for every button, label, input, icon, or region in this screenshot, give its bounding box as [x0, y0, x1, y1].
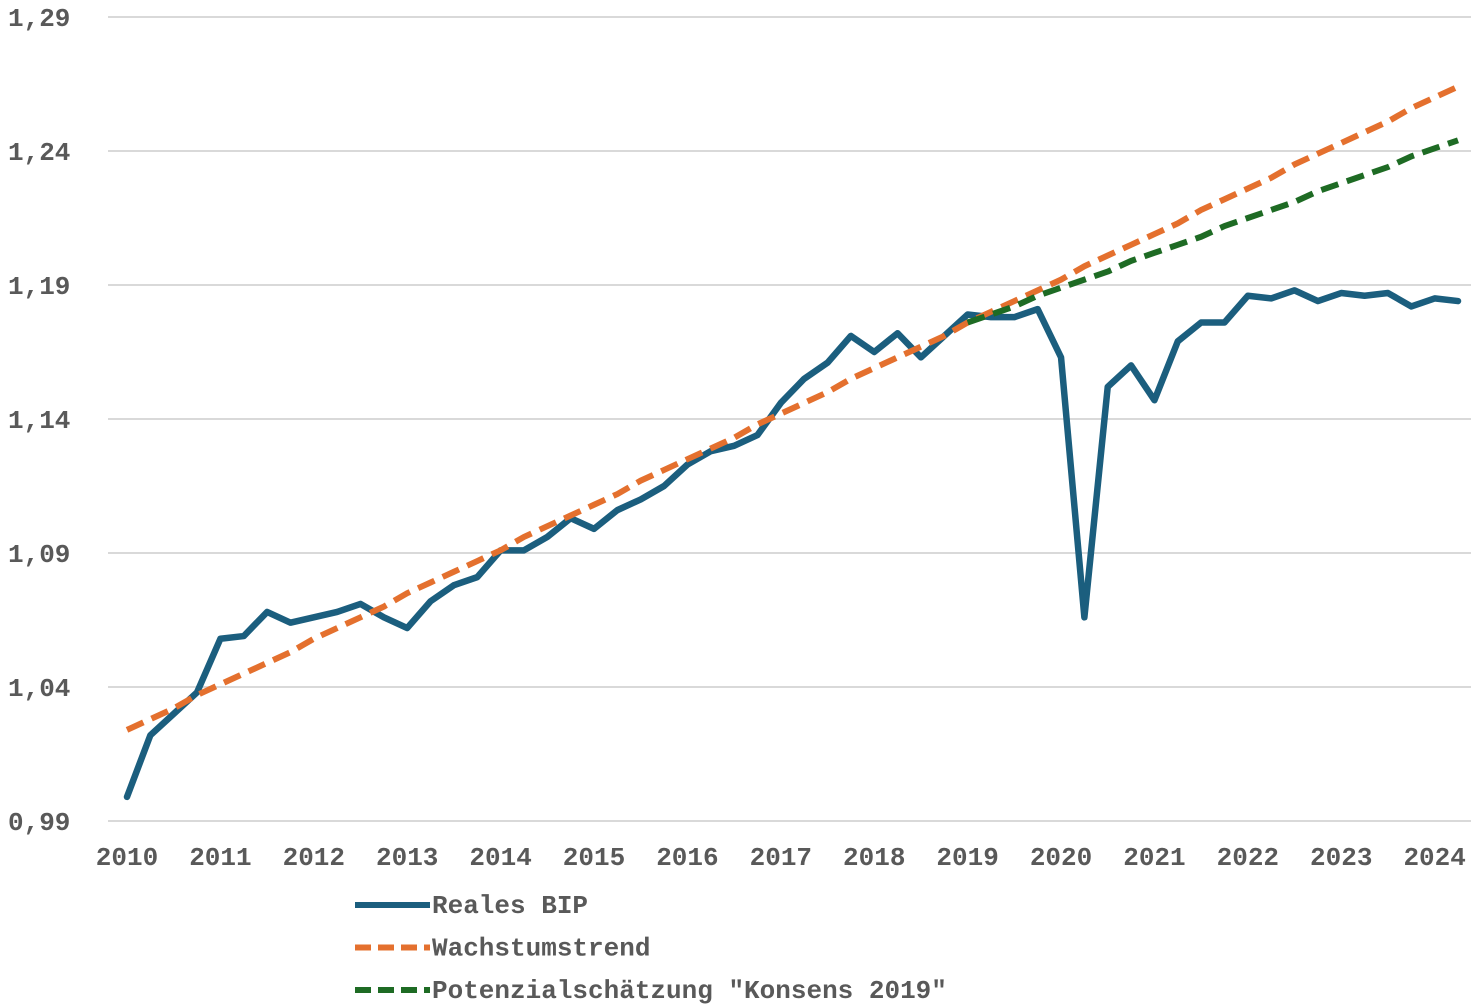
x-tick-label: 2018: [843, 843, 905, 873]
x-tick-label: 2014: [469, 843, 531, 873]
y-tick-label: 1,04: [8, 674, 70, 704]
y-tick-label: 1,24: [8, 138, 70, 168]
series-line: [125, 83, 1460, 733]
x-tick-label: 2023: [1310, 843, 1372, 873]
series-line: [966, 137, 1459, 326]
legend-label: Potenzialschätzung "Konsens 2019": [432, 976, 947, 1006]
x-tick-label: 2016: [656, 843, 718, 873]
x-tick-label: 2013: [376, 843, 438, 873]
x-tick-label: 2010: [96, 843, 158, 873]
x-tick-label: 2012: [283, 843, 345, 873]
legend-label: Reales BIP: [432, 891, 588, 921]
series-line: [123, 287, 1462, 801]
x-tick-label: 2020: [1030, 843, 1092, 873]
x-tick-label: 2019: [936, 843, 998, 873]
y-tick-label: 0,99: [8, 808, 70, 838]
x-tick-label: 2015: [563, 843, 625, 873]
x-tick-label: 2017: [750, 843, 812, 873]
y-tick-label: 1,14: [8, 406, 70, 436]
y-tick-label: 1,29: [8, 4, 70, 34]
y-tick-label: 1,19: [8, 272, 70, 302]
legend-label: Wachstumstrend: [432, 933, 650, 963]
x-tick-label: 2024: [1403, 843, 1465, 873]
y-tick-label: 1,09: [8, 540, 70, 570]
x-tick-label: 2011: [189, 843, 251, 873]
x-tick-label: 2021: [1123, 843, 1185, 873]
x-tick-label: 2022: [1217, 843, 1279, 873]
